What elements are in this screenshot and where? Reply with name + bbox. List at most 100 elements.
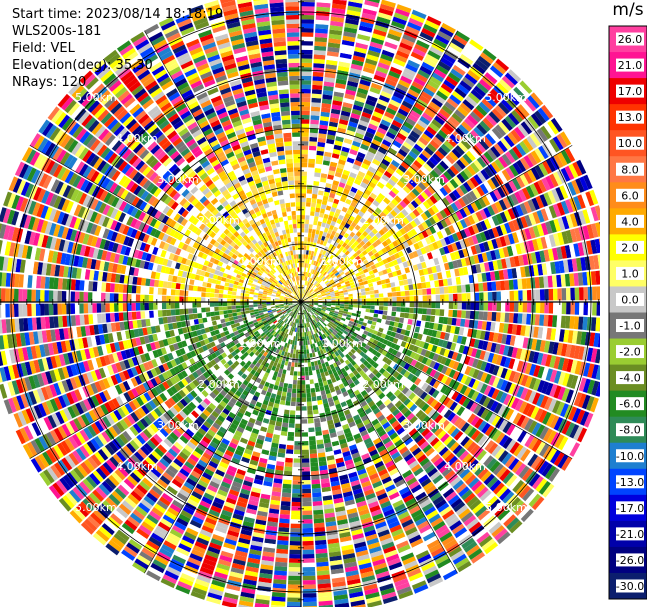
range-gate xyxy=(382,421,391,430)
range-gate xyxy=(336,430,344,437)
range-gate xyxy=(527,152,538,166)
range-gate xyxy=(513,302,519,312)
range-gate xyxy=(421,382,429,391)
range-gate xyxy=(405,214,414,223)
range-gate xyxy=(360,115,370,123)
range-gate xyxy=(505,408,515,421)
range-gate xyxy=(393,276,399,282)
range-gate xyxy=(330,272,335,278)
range-gate xyxy=(374,326,380,332)
range-gate xyxy=(412,313,418,320)
range-gate xyxy=(319,325,323,330)
range-gate xyxy=(335,334,340,339)
range-gate xyxy=(313,216,319,221)
range-gate xyxy=(437,502,450,513)
range-gate xyxy=(375,400,384,408)
range-gate xyxy=(536,224,545,237)
range-gate xyxy=(417,215,425,224)
range-gate xyxy=(599,359,600,364)
range-gate xyxy=(357,267,363,272)
range-gate xyxy=(353,269,359,274)
range-gate xyxy=(484,373,492,384)
range-gate xyxy=(335,366,341,372)
range-gate xyxy=(433,362,441,371)
range-gate xyxy=(486,398,495,410)
range-gate xyxy=(334,502,345,508)
range-gate xyxy=(314,351,319,357)
range-gate xyxy=(405,182,415,191)
range-gate xyxy=(440,406,449,417)
range-gate xyxy=(546,447,558,462)
range-gate xyxy=(305,371,309,376)
range-gate xyxy=(479,302,484,311)
range-gate xyxy=(329,224,335,231)
range-gate xyxy=(498,419,509,431)
range-gate xyxy=(273,574,287,580)
range-gate xyxy=(303,289,305,294)
range-gate xyxy=(449,269,456,278)
range-gate xyxy=(339,57,351,64)
range-gate xyxy=(573,196,582,211)
range-gate xyxy=(293,458,301,463)
range-gate xyxy=(392,499,404,509)
range-gate xyxy=(553,218,562,232)
range-gate xyxy=(404,267,411,274)
range-gate xyxy=(329,339,334,344)
range-gate xyxy=(430,517,444,528)
range-gate xyxy=(474,432,484,444)
range-gate xyxy=(314,535,326,541)
range-gate xyxy=(322,90,333,96)
range-gate xyxy=(317,272,322,278)
range-gate xyxy=(354,46,367,54)
range-gate xyxy=(381,226,389,233)
range-gate xyxy=(426,288,432,295)
range-gate xyxy=(360,311,366,316)
range-gate xyxy=(380,0,396,8)
range-gate xyxy=(353,351,360,357)
range-gate xyxy=(452,189,461,200)
range-gate xyxy=(403,494,415,503)
range-gate xyxy=(299,315,301,320)
range-gate xyxy=(425,315,431,322)
range-gate xyxy=(341,242,348,248)
range-gate xyxy=(412,406,421,416)
range-gate xyxy=(365,308,371,313)
range-gate xyxy=(491,501,504,515)
range-gate xyxy=(313,347,318,353)
range-gate xyxy=(338,61,351,68)
range-gate xyxy=(352,533,364,540)
range-gate xyxy=(359,513,371,521)
range-gate xyxy=(432,241,439,250)
range-gate xyxy=(432,474,444,485)
range-gate xyxy=(530,456,542,470)
range-gate xyxy=(302,280,305,285)
range-gate xyxy=(383,306,388,311)
range-gate xyxy=(451,90,464,102)
range-gate xyxy=(463,206,471,216)
range-gate xyxy=(393,475,404,484)
range-gate xyxy=(379,302,384,306)
range-gate xyxy=(471,213,480,224)
range-gate xyxy=(301,84,311,90)
range-gate xyxy=(453,461,464,473)
range-gate xyxy=(325,310,330,313)
range-gate xyxy=(321,339,325,345)
range-gate xyxy=(414,450,425,460)
range-gate xyxy=(371,349,378,356)
range-gate xyxy=(381,283,387,289)
range-gate xyxy=(408,150,418,160)
range-gate xyxy=(325,318,331,323)
range-gate xyxy=(378,7,394,17)
range-gate xyxy=(371,277,377,283)
range-gate xyxy=(375,521,387,530)
range-gate xyxy=(370,404,378,411)
range-gate xyxy=(277,535,289,541)
range-gate xyxy=(406,272,412,279)
range-gate xyxy=(320,291,326,295)
range-gate xyxy=(311,202,316,208)
range-gate xyxy=(497,508,511,521)
range-gate xyxy=(350,448,359,455)
range-gate xyxy=(385,37,400,46)
range-gate xyxy=(393,116,405,125)
range-gate xyxy=(318,604,334,607)
